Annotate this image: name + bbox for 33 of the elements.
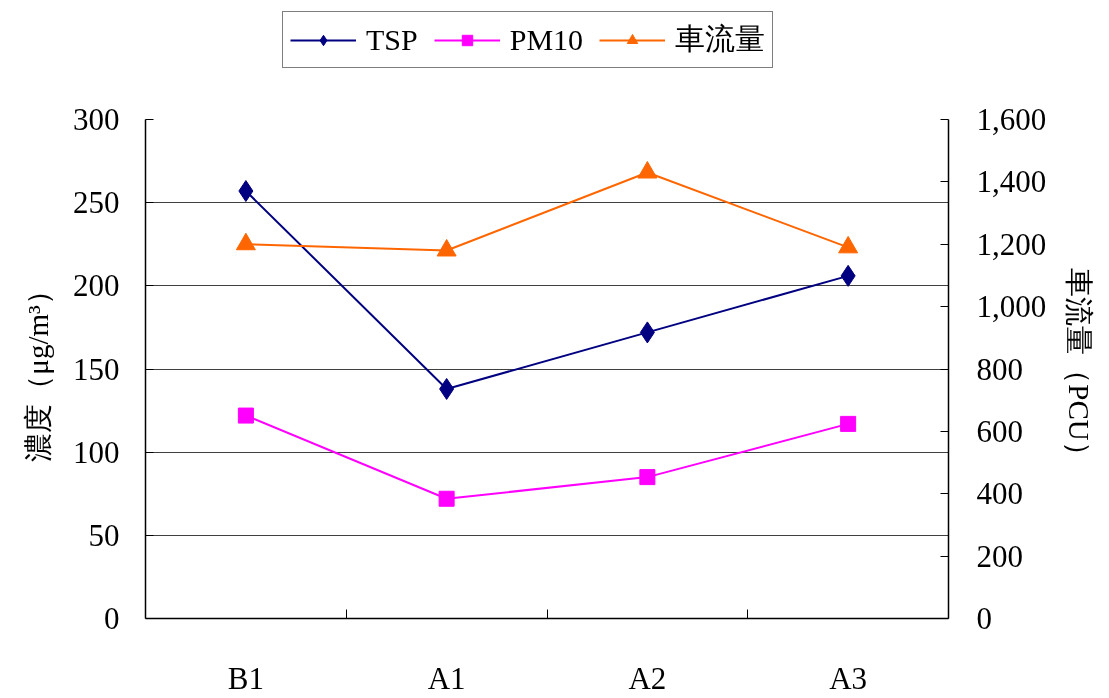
x-tick-label: B1 [227, 660, 264, 696]
y-tick-label: 50 [88, 517, 120, 553]
y-tick-label: 200 [73, 268, 120, 304]
point [838, 235, 859, 254]
y2-tick-label: 0 [976, 601, 992, 636]
legend-label: TSP [366, 22, 418, 57]
x-tick-label: A1 [427, 660, 466, 696]
y-tick-label: 100 [73, 434, 120, 470]
y2-tick-label: 200 [976, 538, 1023, 574]
point [436, 239, 457, 257]
y2-tick-label: 400 [976, 476, 1023, 512]
x-tick-label: A2 [628, 660, 667, 696]
point [237, 407, 254, 424]
point [639, 469, 656, 486]
y2-tick-label: 600 [976, 413, 1023, 449]
y2-tick-label: 800 [976, 351, 1023, 387]
y2-axis-title: 車流量（PCU） [1063, 268, 1096, 470]
y2-tick-label: 1,600 [976, 102, 1047, 137]
legend-label: 車流量 [675, 21, 766, 57]
y2-tick-label: 1,400 [976, 164, 1047, 200]
x-tick-label: A3 [829, 660, 868, 696]
point [438, 490, 455, 507]
y-tick-label: 250 [73, 185, 120, 221]
point [235, 232, 256, 251]
y-tick-label: 150 [73, 351, 120, 387]
legend-label: PM10 [509, 22, 584, 57]
point [840, 415, 857, 432]
y2-tick-label: 1,000 [976, 289, 1047, 325]
y-axis-title: 濃度（μg/m³） [22, 276, 54, 462]
point [637, 161, 658, 179]
y-tick-label: 300 [73, 102, 120, 137]
y-tick-label: 0 [104, 601, 120, 636]
y2-tick-label: 1,200 [976, 226, 1047, 262]
